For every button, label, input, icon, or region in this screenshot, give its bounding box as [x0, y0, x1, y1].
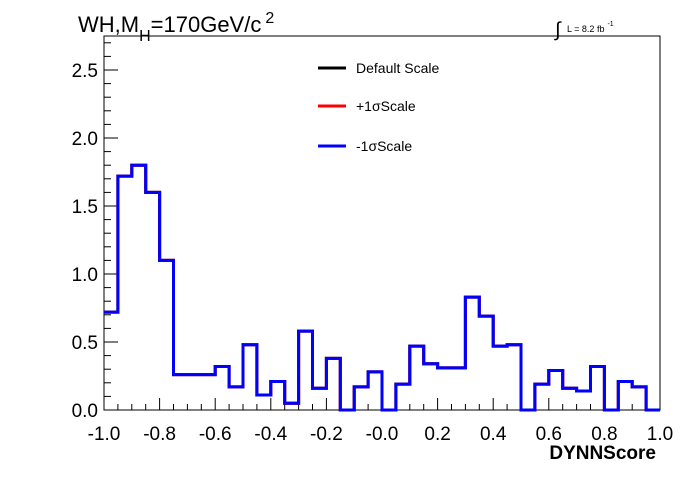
- x-tick-label: -0.2: [310, 424, 343, 445]
- x-tick-label: 1.0: [647, 424, 673, 445]
- legend-label-1: +1σScale: [356, 98, 416, 114]
- y-tick-label: 1.5: [72, 197, 98, 218]
- y-tick-label: 0.5: [72, 333, 98, 354]
- legend-label-0: Default Scale: [356, 60, 439, 76]
- x-tick-label: 0.2: [424, 424, 450, 445]
- chart-title: WH,MH=170GeV/c 2: [78, 10, 274, 45]
- x-tick-label: -0.0: [366, 424, 399, 445]
- x-tick-label: -0.4: [254, 424, 287, 445]
- x-tick-label: -0.8: [143, 424, 176, 445]
- x-tick-label: -0.6: [199, 424, 232, 445]
- legend-label-2: -1σScale: [356, 138, 412, 154]
- x-tick-label: 0.4: [480, 424, 507, 445]
- y-tick-label: 0.0: [72, 401, 98, 422]
- x-tick-label: 0.8: [591, 424, 617, 445]
- x-tick-label: 0.6: [536, 424, 562, 445]
- series-line-2: [104, 163, 660, 412]
- y-tick-label: 2.0: [72, 129, 98, 150]
- lumi-integral-sign: ∫: [554, 19, 562, 41]
- x-axis-label: DYNNScore: [549, 443, 656, 464]
- lumi-label: L = 8.2 fb -1: [567, 21, 614, 34]
- y-tick-label: 1.0: [72, 265, 98, 286]
- x-tick-label: -1.0: [88, 424, 121, 445]
- plot-frame: [103, 35, 661, 411]
- y-tick-label: 2.5: [72, 61, 98, 82]
